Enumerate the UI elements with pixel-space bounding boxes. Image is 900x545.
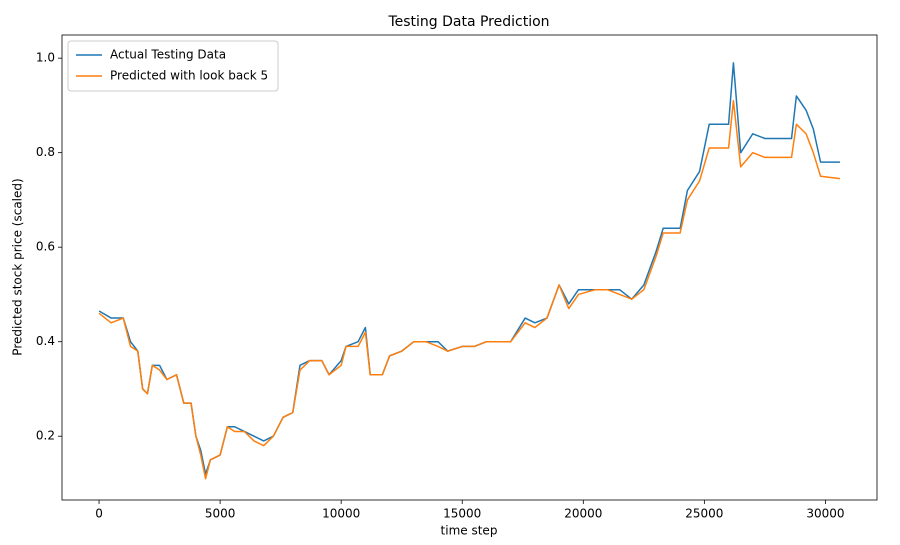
legend-label: Predicted with look back 5 bbox=[110, 69, 268, 83]
plot-frame bbox=[61, 34, 878, 501]
x-tick-label: 0 bbox=[95, 507, 103, 521]
y-axis-label: Predicted stock price (scaled) bbox=[11, 178, 25, 355]
data-line bbox=[98, 99, 841, 480]
x-tick-label: 30000 bbox=[806, 507, 844, 521]
legend-label: Actual Testing Data bbox=[110, 48, 226, 62]
y-tick-label: 0.6 bbox=[36, 240, 55, 254]
x-tick-label: 25000 bbox=[685, 507, 723, 521]
y-tick-label: 0.4 bbox=[36, 334, 55, 348]
x-tick-label: 20000 bbox=[564, 507, 602, 521]
x-tick-label: 10000 bbox=[322, 507, 360, 521]
x-tick-label: 5000 bbox=[205, 507, 236, 521]
x-tick-label: 15000 bbox=[443, 507, 481, 521]
legend-box bbox=[67, 40, 279, 92]
chart-title: Testing Data Prediction bbox=[387, 14, 549, 30]
y-tick-label: 0.2 bbox=[36, 429, 55, 443]
y-tick-label: 1.0 bbox=[36, 51, 55, 65]
data-line bbox=[98, 62, 840, 475]
x-axis-label: time step bbox=[441, 524, 498, 538]
y-tick-label: 0.8 bbox=[36, 145, 55, 159]
